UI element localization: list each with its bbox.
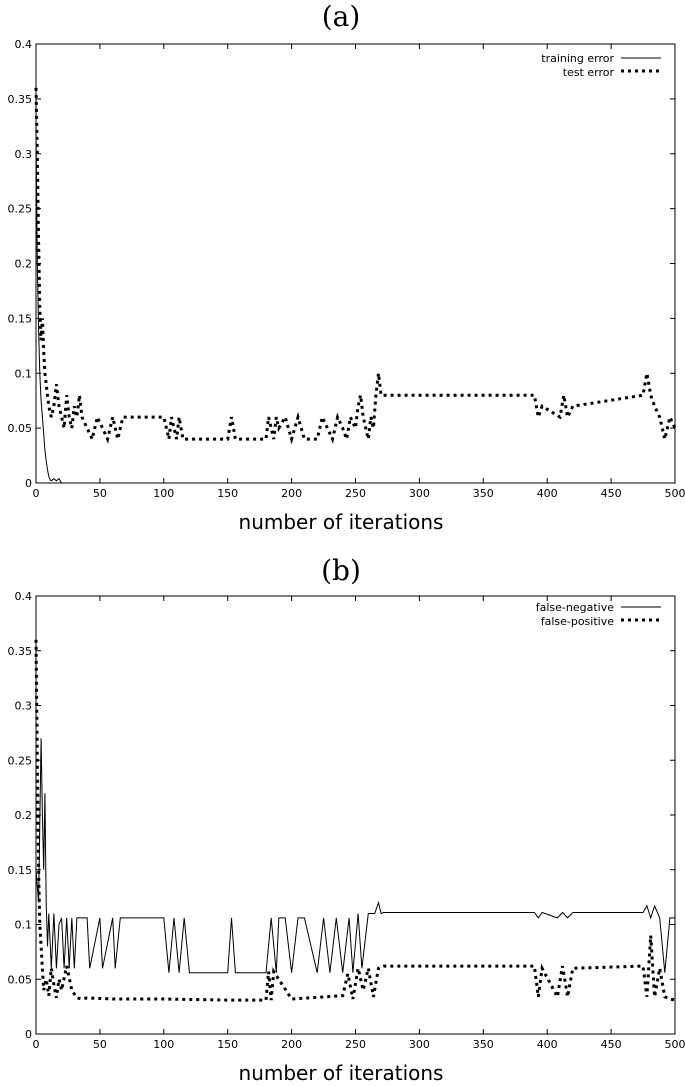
plot-frame-b xyxy=(35,595,676,1035)
legend-label-false-negative: false-negative xyxy=(536,601,614,614)
y-tick-label: 0.15 xyxy=(8,312,33,325)
panel-label-a: (a) xyxy=(322,0,361,33)
x-tick-label: 200 xyxy=(281,487,302,500)
chart-panel-b: (b) 0 0.05 0.1 0.15 0.2 0.25 0.3 0.35 0.4 0 50 100… xyxy=(8,554,685,1085)
x-tick-label: 250 xyxy=(345,1038,366,1051)
y-tick-label: 0.25 xyxy=(8,754,33,767)
x-tick-label: 0 xyxy=(33,487,40,500)
y-tick-label: 0.2 xyxy=(15,258,33,271)
x-tick-label: 0 xyxy=(33,1038,40,1051)
y-tick-label: 0.3 xyxy=(15,700,33,713)
y-tick-label: 0.1 xyxy=(15,919,33,932)
x-tick-label: 100 xyxy=(153,487,174,500)
x-tick-label: 450 xyxy=(601,487,622,500)
x-tick-label: 200 xyxy=(281,1038,302,1051)
panel-label-b: (b) xyxy=(321,554,361,587)
series-line-false-negative xyxy=(35,738,675,974)
x-tick-label: 350 xyxy=(473,1038,494,1051)
y-tick-label: 0 xyxy=(25,477,32,490)
y-tick-label: 0.1 xyxy=(15,367,33,380)
x-tick-label: 100 xyxy=(153,1038,174,1051)
y-tick-label: 0.15 xyxy=(8,864,33,877)
y-axis-a: 0 0.05 0.1 0.15 0.2 0.25 0.3 0.35 0.4 xyxy=(8,38,675,490)
x-tick-label: 300 xyxy=(409,1038,430,1051)
legend-b: false-negative false-positive xyxy=(536,601,661,628)
x-tick-label: 500 xyxy=(665,487,685,500)
y-tick-label: 0.05 xyxy=(8,973,33,986)
x-tick-label: 50 xyxy=(93,1038,107,1051)
x-tick-label: 350 xyxy=(473,487,494,500)
x-tick-label: 500 xyxy=(665,1038,685,1051)
y-tick-label: 0 xyxy=(25,1028,32,1041)
y-tick-label: 0.25 xyxy=(8,203,33,216)
x-axis-a: 0 50 100 150 200 250 300 350 400 450 500 xyxy=(33,44,685,500)
legend-label-false-positive: false-positive xyxy=(541,615,615,628)
x-tick-label: 250 xyxy=(345,487,366,500)
series-line-test-error xyxy=(34,87,677,446)
x-tick-label: 150 xyxy=(217,1038,238,1051)
y-axis-b: 0 0.05 0.1 0.15 0.2 0.25 0.3 0.35 0.4 xyxy=(8,590,675,1041)
x-tick-label: 400 xyxy=(537,1038,558,1051)
x-tick-label: 300 xyxy=(409,487,430,500)
legend-label-test-error: test error xyxy=(563,66,615,79)
y-tick-label: 0.3 xyxy=(15,148,33,161)
x-axis-label-a: number of iterations xyxy=(239,510,444,534)
x-tick-label: 50 xyxy=(93,487,107,500)
chart-panel-a: (a) 0 0.05 0.1 0.15 0.2 0.25 0.3 0.35 0.4 0 50 100… xyxy=(8,0,685,534)
y-tick-label: 0.4 xyxy=(15,590,33,603)
x-tick-label: 150 xyxy=(217,487,238,500)
series-group-b xyxy=(34,639,676,1002)
series-group-a xyxy=(34,87,677,484)
y-tick-label: 0.05 xyxy=(8,422,33,435)
legend-a: training error test error xyxy=(541,52,661,79)
y-tick-label: 0.4 xyxy=(15,38,33,51)
series-line-false-positive xyxy=(34,639,676,1002)
x-tick-label: 450 xyxy=(601,1038,622,1051)
legend-label-training-error: training error xyxy=(541,52,614,65)
x-axis-b: 0 50 100 150 200 250 300 350 400 450 500 xyxy=(33,596,685,1051)
series-line-training-error xyxy=(35,131,675,484)
y-tick-label: 0.35 xyxy=(8,93,33,106)
y-tick-label: 0.2 xyxy=(15,809,33,822)
x-tick-label: 400 xyxy=(537,487,558,500)
y-tick-label: 0.35 xyxy=(8,645,33,658)
x-axis-label-b: number of iterations xyxy=(239,1061,444,1085)
